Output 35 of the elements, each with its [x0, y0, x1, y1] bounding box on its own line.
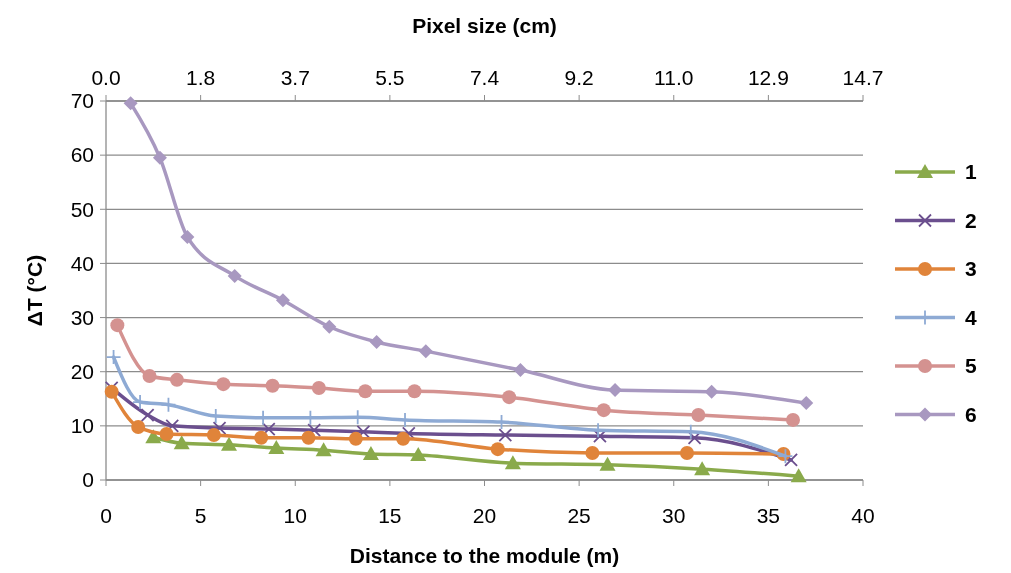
- legend-label: 6: [965, 402, 977, 426]
- x-tick-label: 15: [378, 504, 402, 527]
- y-tick-label: 20: [70, 360, 94, 384]
- y-tick-label: 30: [70, 305, 94, 329]
- x2-tick-label: 14.7: [842, 66, 884, 89]
- x2-axis-title: Pixel size (cm): [412, 14, 557, 37]
- x-tick-label: 40: [851, 504, 875, 527]
- x2-tick-label: 9.2: [564, 66, 594, 89]
- y-tick-label: 60: [70, 143, 94, 167]
- x-tick-label: 10: [283, 504, 307, 527]
- x2-tick-label: 12.9: [747, 66, 789, 89]
- legend-label: 5: [965, 354, 977, 378]
- legend-label: 3: [965, 257, 977, 281]
- y-tick-label: 70: [70, 89, 94, 113]
- x2-tick-label: 3.7: [280, 66, 310, 89]
- legend-label: 1: [965, 160, 977, 184]
- y-tick-label: 10: [70, 414, 94, 438]
- x-tick-label: 30: [662, 504, 686, 527]
- x-axis-title: Distance to the module (m): [349, 544, 620, 567]
- x-tick-label: 20: [472, 504, 497, 527]
- y-tick-label: 0: [82, 468, 94, 492]
- legend-label: 2: [965, 208, 977, 232]
- x-tick-label: 35: [756, 504, 781, 527]
- x2-tick-label: 1.8: [186, 66, 216, 89]
- x2-tick-label: 5.5: [375, 66, 405, 89]
- x-tick-label: 25: [567, 504, 591, 527]
- y-axis-title: ΔT (°C): [23, 254, 46, 327]
- x-tick-label: 5: [194, 504, 207, 527]
- x-tick-label: 0: [100, 504, 112, 527]
- x2-tick-label: 0.0: [91, 66, 121, 89]
- legend-label: 4: [965, 305, 977, 329]
- y-tick-label: 50: [70, 197, 94, 221]
- x2-tick-label: 11.0: [654, 66, 694, 89]
- y-tick-label: 40: [70, 251, 94, 275]
- x2-tick-label: 7.4: [469, 66, 500, 89]
